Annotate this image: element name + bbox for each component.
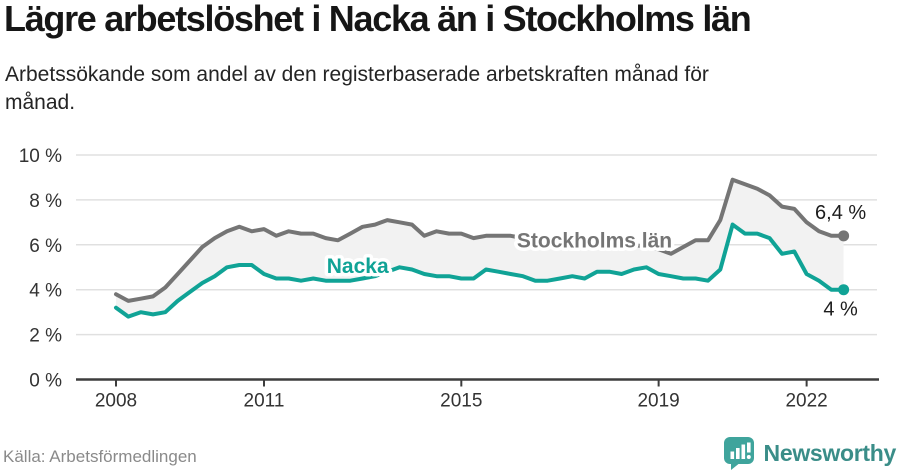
logo-exclamation-dot <box>746 455 751 459</box>
page-title: Lägre arbetslöshet i Nacka än i Stockhol… <box>4 0 752 39</box>
series-line-stockholms-lan <box>114 177 846 303</box>
logo-bar-3 <box>741 444 745 459</box>
end-value-label-stockholms-lan: 6,4 % <box>815 202 866 224</box>
x-axis <box>76 378 879 387</box>
x-tick-label: 2011 <box>244 391 285 412</box>
brand-name: Newsworthy <box>763 440 897 466</box>
subtitle-line-1: Arbetssökande som andel av den registerb… <box>5 63 709 86</box>
y-axis-labels: 0 % 2 % 4 % 6 % 8 % 10 % <box>19 146 62 392</box>
series-annotations: 6,4 % Stockholms län 4 % Nacka <box>323 202 866 321</box>
series-label-nacka: Nacka <box>327 255 389 278</box>
y-tick-label: 2 % <box>29 326 62 347</box>
y-tick-label: 10 % <box>19 146 62 167</box>
area-between-series <box>116 179 844 317</box>
y-tick-label: 4 % <box>29 281 62 302</box>
end-dot-nacka <box>838 284 850 296</box>
subtitle-line-2: månad. <box>5 91 76 114</box>
y-tick-label: 8 % <box>29 191 62 212</box>
line-chart: 0 % 2 % 4 % 6 % 8 % 10 % 2008 2011 2015 2019 2022… <box>19 146 879 412</box>
end-dot-stockholms-lan <box>838 230 850 242</box>
x-tick-label: 2008 <box>95 391 137 412</box>
logo-bar-1 <box>730 451 734 459</box>
end-value-label-nacka: 4 % <box>823 299 858 321</box>
x-tick-label: 2015 <box>440 391 482 412</box>
x-axis-labels: 2008 2011 2015 2019 2022 <box>95 391 828 412</box>
fill-between-area <box>116 179 844 317</box>
series-label-stockholms-lan: Stockholms län <box>517 229 672 252</box>
series-lines <box>114 177 846 319</box>
chart-subtitle: Arbetssökande som andel av den registerb… <box>5 61 709 117</box>
y-tick-label: 0 % <box>29 371 62 392</box>
logo-bubble-tail <box>730 462 741 470</box>
series-line-nacka <box>114 222 846 319</box>
newsworthy-icon <box>723 437 754 470</box>
x-tick-label: 2019 <box>637 391 679 412</box>
source-caption: Källa: Arbetsförmedlingen <box>3 447 197 466</box>
logo-exclamation-bar <box>746 442 751 453</box>
x-tick-label: 2022 <box>785 391 827 412</box>
y-tick-label: 6 % <box>29 236 62 257</box>
newsworthy-logo[interactable]: Newsworthy <box>722 436 896 471</box>
logo-bar-2 <box>735 448 740 459</box>
